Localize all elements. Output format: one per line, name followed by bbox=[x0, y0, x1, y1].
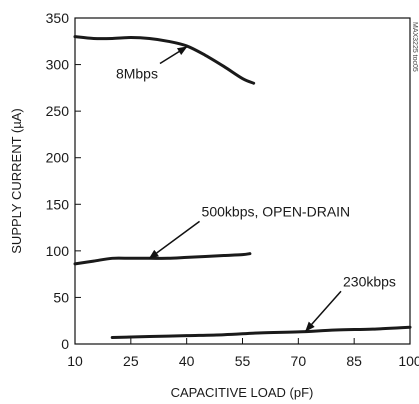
annotation-label-500kbps-open-drain: 500kbps, OPEN-DRAIN bbox=[202, 203, 351, 219]
annotation-label-8mbps: 8Mbps bbox=[116, 66, 158, 82]
y-tick-label-0: 0 bbox=[61, 336, 69, 352]
x-tick-label-100: 100 bbox=[398, 353, 419, 369]
y-tick-label-100: 100 bbox=[46, 243, 70, 259]
y-axis-ticks: 0 50 100 150 200 250 300 350 bbox=[46, 10, 81, 352]
y-tick-label-300: 300 bbox=[46, 57, 70, 73]
y-tick-label-200: 200 bbox=[46, 150, 70, 166]
x-axis-ticks: 10 25 40 55 70 85 100 bbox=[67, 338, 419, 369]
y-tick-label-250: 250 bbox=[46, 103, 70, 119]
x-axis-title: CAPACITIVE LOAD (pF) bbox=[171, 385, 314, 400]
x-tick-label-10: 10 bbox=[67, 353, 83, 369]
series-lines bbox=[73, 35, 412, 339]
annotation-arrow-230kbps bbox=[305, 290, 342, 332]
series-line-500kbps-open-drain bbox=[73, 252, 252, 266]
x-tick-label-70: 70 bbox=[291, 353, 307, 369]
y-tick-label-350: 350 bbox=[46, 10, 70, 26]
annotation-arrow-8mbps bbox=[159, 46, 188, 65]
annotation-arrow-500kbps-open-drain bbox=[148, 220, 201, 259]
y-axis-title: SUPPLY CURRENT (µA) bbox=[9, 108, 24, 253]
series-line-230kbps bbox=[110, 325, 412, 339]
y-tick-label-150: 150 bbox=[46, 196, 70, 212]
x-tick-label-25: 25 bbox=[123, 353, 139, 369]
annotation-label-230kbps: 230kbps bbox=[343, 273, 396, 289]
x-tick-label-40: 40 bbox=[179, 353, 195, 369]
x-tick-label-85: 85 bbox=[346, 353, 362, 369]
y-tick-label-50: 50 bbox=[53, 289, 69, 305]
annotations: 8Mbps 500kbps, OPEN-DRAIN 230kbps bbox=[116, 46, 396, 332]
x-tick-label-55: 55 bbox=[235, 353, 251, 369]
side-code-label: MAX3225 toc05 bbox=[411, 22, 418, 72]
series-line-8mbps bbox=[73, 35, 256, 85]
